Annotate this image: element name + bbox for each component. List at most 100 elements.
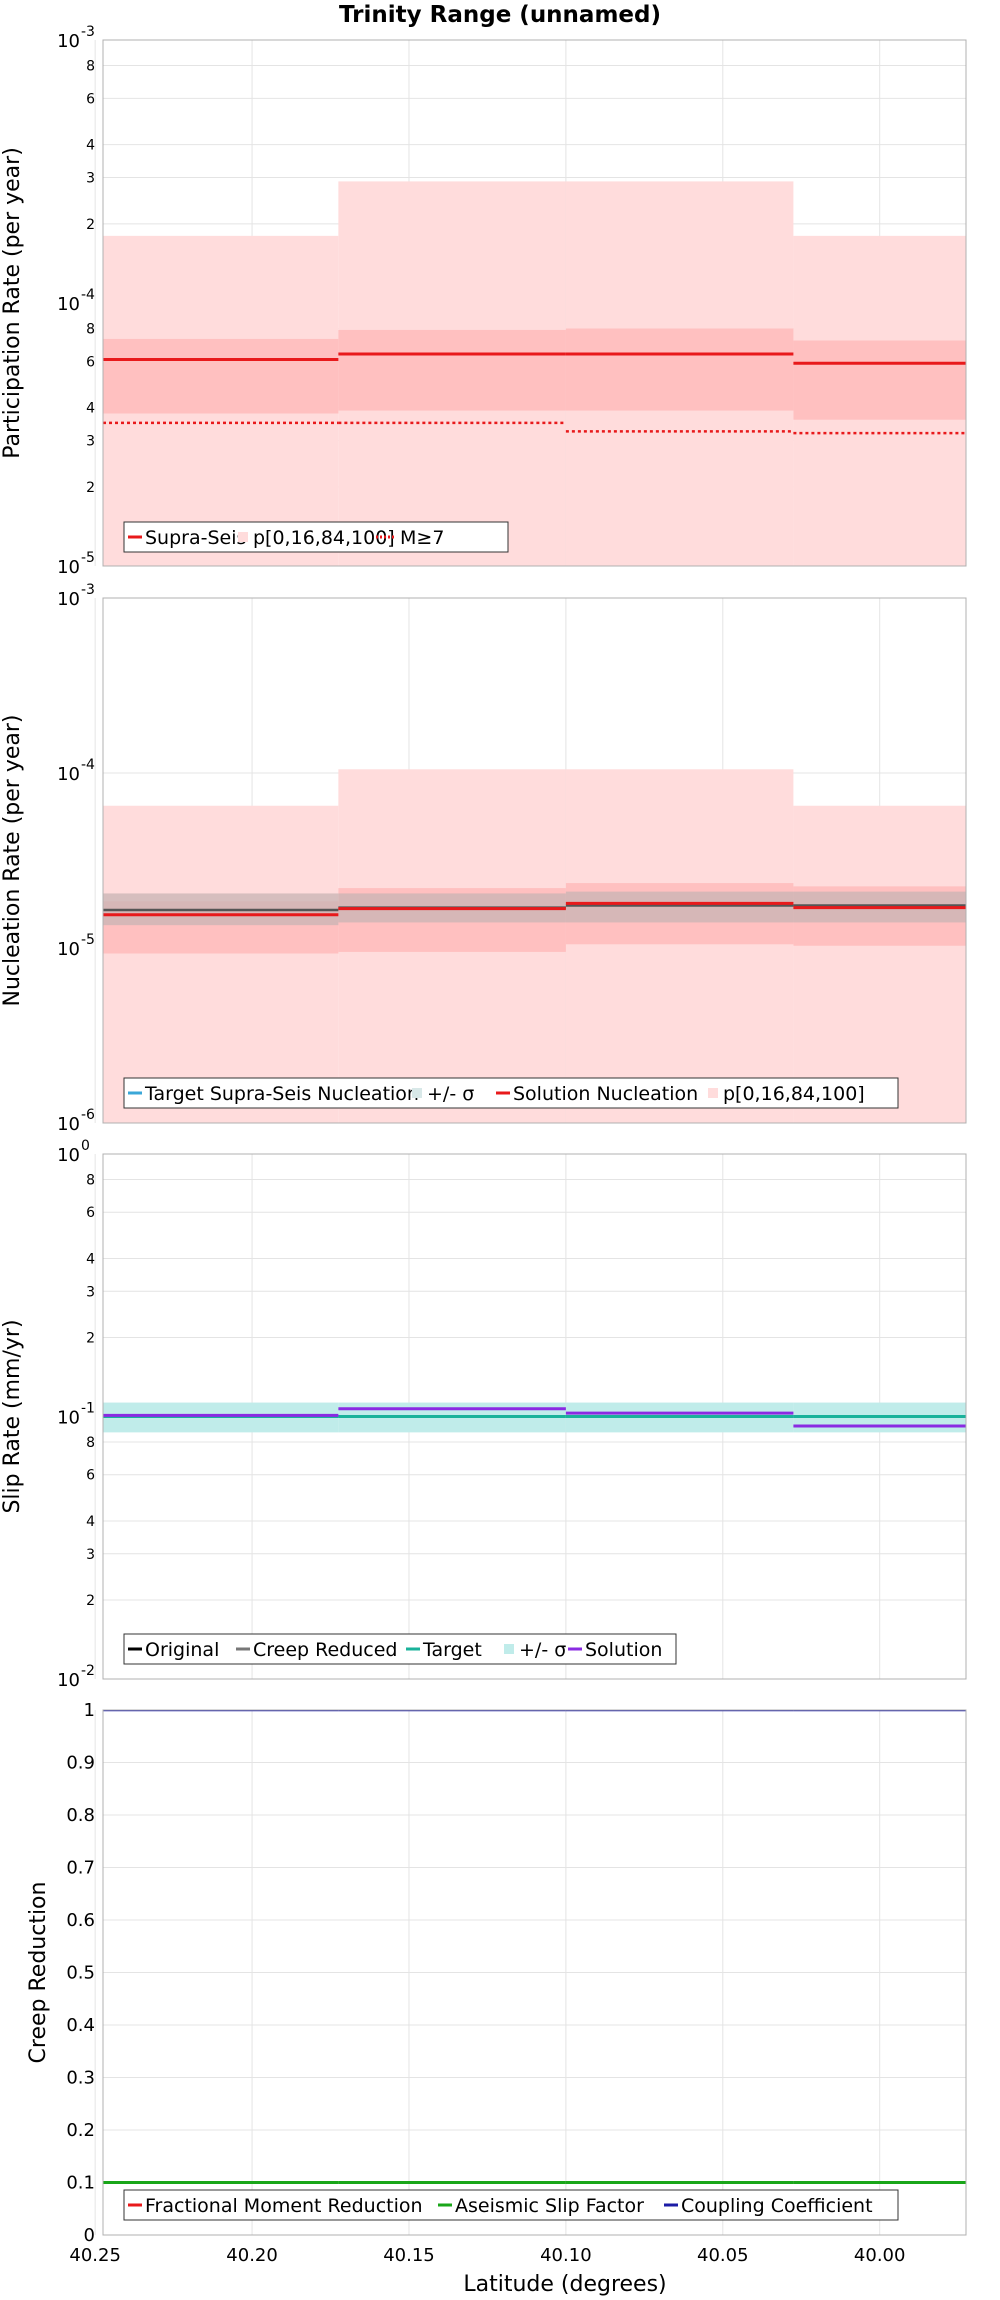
plot-frame (102, 597, 967, 1124)
x-axis-label: Latitude (degrees) (463, 2272, 666, 2297)
legend-box (123, 1633, 677, 1665)
y-tick-exponent: -6 (81, 1107, 95, 1123)
y-tick-label: 1 (84, 1700, 95, 1721)
y-tick-label: 0.7 (66, 1858, 95, 1879)
plot-area (103, 1402, 966, 1433)
y-tick-label: 10 (57, 294, 80, 315)
band-2-seg-3 (565, 328, 794, 411)
legend-entry: Aseismic Slip Factor (455, 2195, 644, 2217)
y-tick-label: 0.1 (66, 2173, 95, 2194)
y-axis-label: Creep Reduction (26, 1882, 51, 2064)
x-tick-label: 40.25 (69, 2245, 121, 2266)
y-tick-label: 4 (86, 401, 95, 417)
y-tick-label: 0.9 (66, 1753, 95, 1774)
y-axis-label: Participation Rate (per year) (0, 147, 25, 459)
y-tick-label: 6 (86, 1468, 95, 1484)
band-2-seg-4 (793, 340, 966, 420)
y-tick-label: 3 (86, 1547, 95, 1563)
y-tick-exponent: -3 (81, 24, 95, 40)
x-tick-label: 40.00 (854, 2245, 906, 2266)
legend-entry: Solution (585, 1639, 662, 1661)
y-tick-label: 2 (86, 1593, 95, 1609)
y-tick-exponent: 0 (81, 1138, 90, 1154)
y-tick-label: 8 (86, 1172, 95, 1188)
legend-swatch (412, 1088, 422, 1098)
y-tick-label: 0.8 (66, 1805, 95, 1826)
y-tick-label: 2 (86, 480, 95, 496)
y-tick-label: 6 (86, 1205, 95, 1221)
y-tick-label: 2 (86, 1330, 95, 1346)
y-tick-label: 6 (86, 354, 95, 370)
y-tick-label: 0.2 (66, 2120, 95, 2141)
y-tick-exponent: -3 (81, 582, 95, 598)
legend-entry: Original (145, 1639, 219, 1661)
y-tick-label: 10 (57, 1114, 80, 1135)
legend-entry: Creep Reduced (253, 1639, 397, 1661)
plot-frame (102, 1709, 967, 2236)
legend: Supra-Seis p[0,16,84,100] M≥7 (123, 521, 509, 553)
y-tick-label: 2 (86, 217, 95, 233)
y-tick-label: 10 (57, 557, 80, 578)
band-1-seg-3 (565, 769, 794, 1123)
y-tick-exponent: -2 (81, 1663, 95, 1679)
y-tick-exponent: -4 (81, 287, 95, 303)
x-tick-label: 40.20 (226, 2245, 278, 2266)
y-tick-label: 0 (84, 2225, 95, 2246)
y-tick-exponent: -1 (81, 1401, 95, 1417)
y-tick-label: 3 (86, 1284, 95, 1300)
plot-area (103, 181, 966, 566)
x-tick-label: 40.15 (383, 2245, 435, 2266)
plot-frame (102, 39, 967, 567)
y-tick-label: 0.5 (66, 1963, 95, 1984)
legend-entry: Fractional Moment Reduction (145, 2195, 423, 2217)
legend-box (123, 521, 509, 553)
y-tick-label: 10 (57, 1145, 80, 1166)
legend: Target Supra-Seis Nucleation +/- σ Solutio… (123, 1077, 899, 1109)
y-tick-label: 8 (86, 1435, 95, 1451)
legend-entry: Supra-Seis (145, 527, 246, 549)
y-tick-label: 3 (86, 434, 95, 450)
legend-entry: +/- σ (427, 1083, 474, 1105)
plot-area (103, 1710, 966, 2184)
y-tick-exponent: -4 (81, 757, 95, 773)
legend-entry: p[0,16,84,100] (723, 1083, 865, 1105)
panel-4: 1 0.9 0.8 0.7 0.6 0.5 0.4 0.3 0.2 0.1 0 Creep Reduc… (26, 1700, 967, 2246)
legend-entry: Coupling Coefficient (681, 2195, 873, 2217)
y-tick-exponent: -5 (81, 932, 95, 948)
legend-box (123, 1077, 899, 1109)
y-tick-label: 0.6 (66, 1910, 95, 1931)
legend-swatch (504, 1644, 514, 1654)
legend-entry: Target (422, 1639, 482, 1661)
legend-entry: M≥7 (400, 527, 444, 549)
y-tick-label: 4 (86, 1514, 95, 1530)
y-tick-exponent: -5 (81, 550, 95, 566)
chart-title: Trinity Range (unnamed) (339, 2, 661, 28)
y-tick-label: 10 (57, 1670, 80, 1691)
legend-box (123, 2189, 899, 2221)
x-tick-label: 40.05 (697, 2245, 749, 2266)
legend-swatch (238, 532, 248, 542)
legend-entry: p[0,16,84,100] (253, 527, 395, 549)
y-tick-label: 4 (86, 138, 95, 154)
legend-entry: +/- σ (519, 1639, 566, 1661)
legend-entry: Target Supra-Seis Nucleation (144, 1083, 419, 1105)
band-3-seg-3 (565, 891, 794, 923)
y-tick-label: 8 (86, 321, 95, 337)
legend: Original Creep Reduced Target +/- σ Solution (123, 1633, 677, 1665)
y-tick-label: 0.3 (66, 2068, 95, 2089)
y-tick-label: 10 (57, 31, 80, 52)
y-tick-label: 6 (86, 91, 95, 107)
y-tick-label: 0.4 (66, 2015, 95, 2036)
y-tick-label: 4 (86, 1251, 95, 1267)
y-tick-label: 3 (86, 171, 95, 187)
y-axis-label: Nucleation Rate (per year) (0, 715, 25, 1007)
band-2-seg-1 (103, 338, 339, 414)
legend-entry: Solution Nucleation (513, 1083, 698, 1105)
plot-area (103, 769, 966, 1123)
y-tick-label: 10 (57, 939, 80, 960)
